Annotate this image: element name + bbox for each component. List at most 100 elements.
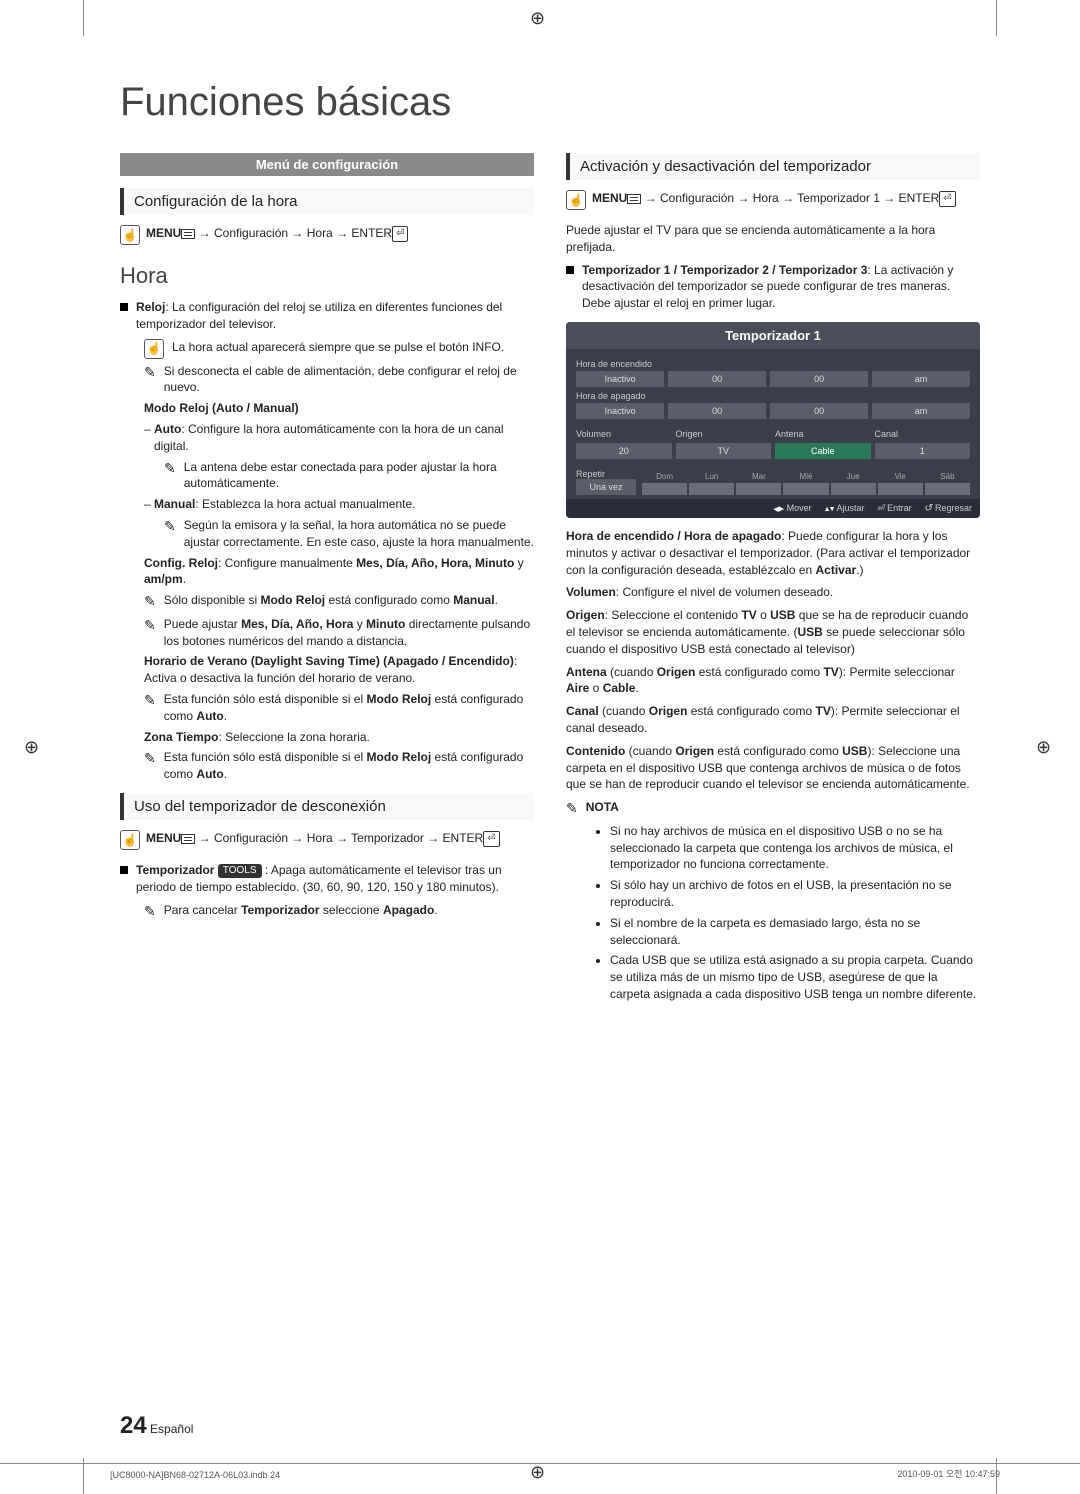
timer-day[interactable]: Jue (831, 472, 876, 495)
timer-origen[interactable]: TV (676, 443, 772, 459)
note-solo-manual: ✎ Sólo disponible si Modo Reloj está con… (144, 592, 534, 612)
timer-on-row: Inactivo 00 00 am (576, 371, 970, 387)
note-info: ☝ La hora actual aparecerá siempre que s… (144, 339, 534, 359)
timer-panel: Temporizador 1 Hora de encendido Inactiv… (566, 322, 980, 518)
enter-icon: ⏎ (483, 831, 499, 847)
heading-hora: Hora (120, 263, 534, 289)
hand-icon: ☝ (120, 830, 140, 850)
config-reloj: Config. Reloj: Configure manualmente Mes… (144, 555, 534, 589)
timer-days-row: DomLunMarMiéJueVieSáb (642, 472, 970, 495)
nota-list: Si no hay archivos de música en el dispo… (610, 823, 980, 1003)
nav-path-2: ☝ MENU → Configuración → Hora → Temporiz… (120, 830, 534, 850)
hand-icon: ☝ (144, 339, 164, 359)
note-icon: ✎ (164, 517, 176, 551)
timer-off-state[interactable]: Inactivo (576, 403, 664, 419)
timer-on-label: Hora de encendido (576, 359, 970, 369)
timer-day[interactable]: Sáb (925, 472, 970, 495)
timer-values-row: 20 TV Cable 1 (576, 443, 970, 459)
note-antena: ✎ La antena debe estar conectada para po… (164, 459, 534, 493)
menu-icon (627, 194, 641, 204)
enter-icon: ⏎ (392, 226, 408, 242)
timer-day[interactable]: Dom (642, 472, 687, 495)
nav-path-text: MENU → Configuración → Hora → Temporizad… (146, 830, 500, 847)
square-bullet (120, 303, 128, 311)
nota-item: Cada USB que se utiliza está asignado a … (610, 952, 980, 1002)
footer-regresar: Regresar (924, 503, 972, 514)
registration-mark-top (530, 8, 550, 28)
footer-left: [UC8000-NA]BN68-02712A-06L03.indb 24 (110, 1470, 280, 1480)
zona-item: Zona Tiempo: Seleccione la zona horaria. (144, 729, 534, 746)
note-icon: ✎ (144, 902, 156, 922)
crop-mark (83, 0, 84, 36)
timer-off-ampm[interactable]: am (872, 403, 970, 419)
registration-mark-left (24, 737, 44, 757)
para-volumen: Volumen: Configure el nivel de volumen d… (566, 584, 980, 601)
timer-on-ampm[interactable]: am (872, 371, 970, 387)
nav-path-text: MENU → Configuración → Hora → ENTER⏎ (146, 225, 408, 242)
timer-panel-title: Temporizador 1 (566, 322, 980, 349)
note-icon: ✎ (144, 691, 156, 725)
bullet-reloj: Reloj: La configuración del reloj se uti… (120, 299, 534, 333)
timer-antena[interactable]: Cable (775, 443, 871, 459)
timer-volume[interactable]: 20 (576, 443, 672, 459)
footer-entrar: Entrar (877, 503, 912, 514)
note-zona: ✎ Esta función sólo está disponible si e… (144, 749, 534, 783)
timer-on-hh[interactable]: 00 (668, 371, 766, 387)
nav-path-3: ☝ MENU → Configuración → Hora → Temporiz… (566, 190, 980, 210)
note-ajustar: ✎ Puede ajustar Mes, Día, Año, Hora y Mi… (144, 616, 534, 650)
timer-day[interactable]: Vie (878, 472, 923, 495)
enter-icon: ⏎ (939, 191, 955, 207)
page-number: 24 Español (120, 1412, 193, 1440)
nav-path-1: ☝ MENU → Configuración → Hora → ENTER⏎ (120, 225, 534, 245)
bullet-timers: Temporizador 1 / Temporizador 2 / Tempor… (566, 262, 980, 312)
footer-mover: Mover (773, 503, 812, 514)
subheader-activacion: Activación y desactivación del temporiza… (566, 153, 980, 180)
timer-on-mm[interactable]: 00 (770, 371, 868, 387)
bullet-temporizador: Temporizador TOOLS : Apaga automáticamen… (120, 862, 534, 896)
note-icon: ✎ (144, 363, 156, 397)
manual-item: – Manual: Establezca la hora actual manu… (144, 496, 534, 513)
timer-day[interactable]: Mar (736, 472, 781, 495)
timer-day[interactable]: Mié (783, 472, 828, 495)
page-content: Funciones básicas Menú de configuración … (0, 0, 1080, 1047)
left-column: Menú de configuración Configuración de l… (120, 153, 534, 1007)
timer-on-state[interactable]: Inactivo (576, 371, 664, 387)
timer-off-hh[interactable]: 00 (668, 403, 766, 419)
nota-heading: ✎ NOTA (566, 799, 980, 819)
page-title: Funciones básicas (120, 80, 980, 125)
timer-repetir[interactable]: Una vez (576, 479, 636, 495)
para-canal: Canal (cuando Origen está configurado co… (566, 703, 980, 737)
square-bullet (120, 866, 128, 874)
subheader-config-hora: Configuración de la hora (120, 188, 534, 215)
note-cancel: ✎ Para cancelar Temporizador seleccione … (144, 902, 534, 922)
timer-off-mm[interactable]: 00 (770, 403, 868, 419)
hand-icon: ☝ (120, 225, 140, 245)
auto-item: – Auto: Configure la hora automáticament… (144, 421, 534, 455)
nota-item: Si sólo hay un archivo de fotos en el US… (610, 877, 980, 911)
menu-icon (181, 834, 195, 844)
note-disconnect: ✎ Si desconecta el cable de alimentación… (144, 363, 534, 397)
square-bullet (566, 266, 574, 274)
dst-item: Horario de Verano (Daylight Saving Time)… (144, 653, 534, 687)
para-hora-enc: Hora de encendido / Hora de apagado: Pue… (566, 528, 980, 578)
tools-badge: TOOLS (218, 864, 262, 878)
footer-line (0, 1463, 1080, 1464)
footer-right: 2010-09-01 오전 10:47:59 (897, 1467, 1000, 1480)
modo-reloj: Modo Reloj (Auto / Manual) (144, 400, 534, 417)
note-dst: ✎ Esta función sólo está disponible si e… (144, 691, 534, 725)
para-contenido: Contenido (cuando Origen está configurad… (566, 743, 980, 793)
registration-mark-bottom (530, 1462, 550, 1482)
note-icon: ✎ (164, 459, 176, 493)
crop-mark (996, 0, 997, 36)
subheader-temporizador: Uso del temporizador de desconexión (120, 793, 534, 820)
nota-item: Si no hay archivos de música en el dispo… (610, 823, 980, 873)
hand-icon: ☝ (566, 190, 586, 210)
timer-day[interactable]: Lun (689, 472, 734, 495)
timer-canal[interactable]: 1 (875, 443, 971, 459)
nota-item: Si el nombre de la carpeta es demasiado … (610, 915, 980, 949)
para-origen: Origen: Seleccione el contenido TV o USB… (566, 607, 980, 657)
nav-path-text: MENU → Configuración → Hora → Temporizad… (592, 190, 956, 207)
para-antena: Antena (cuando Origen está configurado c… (566, 664, 980, 698)
note-manual: ✎ Según la emisora y la señal, la hora a… (164, 517, 534, 551)
note-icon: ✎ (566, 799, 578, 819)
